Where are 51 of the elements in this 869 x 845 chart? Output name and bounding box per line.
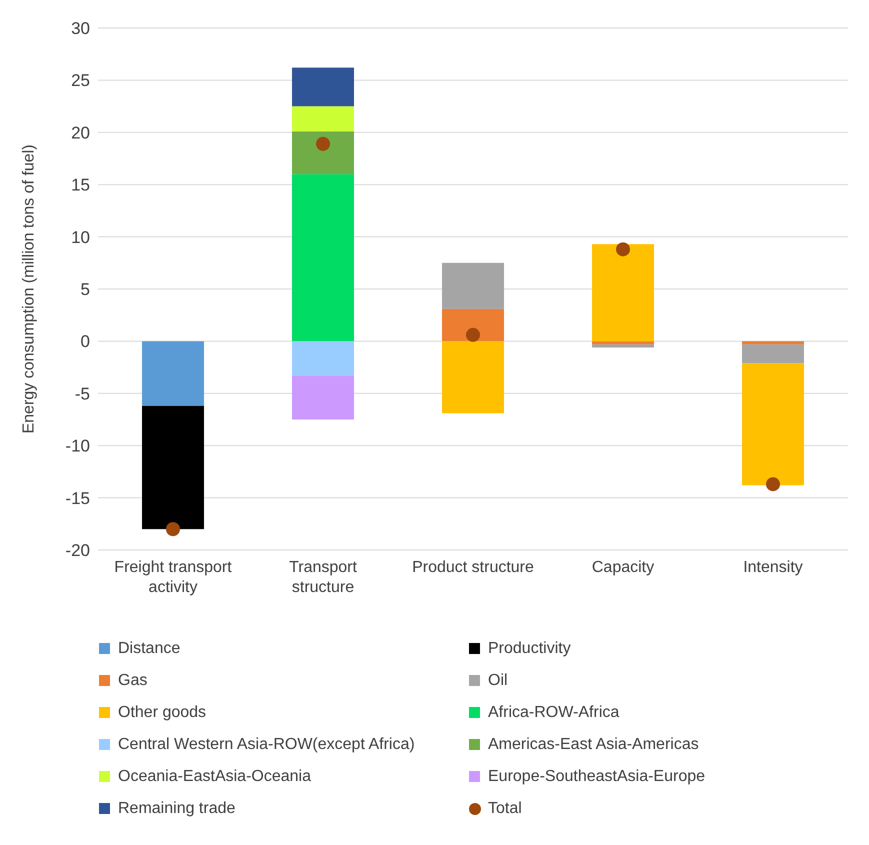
y-tick-label: -5 bbox=[74, 384, 90, 404]
x-tick-label: Intensity bbox=[743, 559, 803, 576]
bar bbox=[292, 376, 354, 420]
legend-label: Oceania-EastAsia-Oceania bbox=[118, 768, 311, 786]
bar bbox=[292, 174, 354, 342]
y-tick-label: -10 bbox=[65, 436, 90, 456]
bar bbox=[442, 341, 504, 414]
bar bbox=[292, 131, 354, 174]
bar bbox=[742, 363, 804, 486]
bar bbox=[592, 341, 654, 344]
bar bbox=[292, 106, 354, 132]
y-tick-label: 30 bbox=[71, 19, 90, 38]
point bbox=[616, 242, 630, 256]
y-tick-label: 15 bbox=[71, 176, 90, 195]
point bbox=[166, 522, 180, 536]
legend-label: Total bbox=[488, 800, 522, 818]
bar bbox=[442, 308, 504, 342]
legend-label: Distance bbox=[118, 640, 180, 658]
legend-label: Europe-SoutheastAsia-Europe bbox=[488, 768, 706, 786]
x-tick-label: Freight transport activity bbox=[114, 559, 232, 596]
bar bbox=[142, 341, 204, 406]
y-tick-label: -20 bbox=[65, 541, 90, 560]
x-tick-label: Product structure bbox=[412, 559, 534, 576]
bar bbox=[292, 68, 354, 106]
bar bbox=[592, 344, 654, 348]
legend-label: Central Western Asia-ROW(except Africa) bbox=[118, 736, 415, 754]
legend-label: Productivity bbox=[488, 640, 571, 658]
legend-label: Gas bbox=[118, 672, 148, 690]
legend-label: Americas-East Asia-Americas bbox=[488, 736, 699, 754]
legend-label: Other goods bbox=[118, 704, 206, 722]
bar bbox=[442, 262, 504, 309]
legend-label: Africa-ROW-Africa bbox=[488, 704, 620, 722]
x-tick-label: Capacity bbox=[592, 559, 654, 576]
legend-label: Oil bbox=[488, 672, 508, 690]
bar bbox=[142, 406, 204, 530]
y-tick-label: -15 bbox=[65, 488, 90, 508]
bar bbox=[742, 344, 804, 364]
bar bbox=[592, 244, 654, 342]
y-tick-label: 20 bbox=[71, 123, 90, 142]
y-tick-label: 25 bbox=[71, 71, 90, 90]
point bbox=[466, 328, 480, 342]
bar bbox=[742, 341, 804, 344]
y-axis-title: Energy consumption (million tons of fuel) bbox=[20, 144, 38, 434]
x-tick-label: Transport structure bbox=[289, 559, 358, 596]
bar bbox=[292, 341, 354, 376]
y-tick-label: 0 bbox=[80, 332, 90, 352]
point bbox=[766, 477, 780, 492]
y-tick-label: 10 bbox=[71, 228, 90, 247]
y-tick-label: 5 bbox=[80, 280, 90, 300]
point bbox=[316, 136, 330, 151]
legend-label: Remaining trade bbox=[118, 800, 236, 818]
